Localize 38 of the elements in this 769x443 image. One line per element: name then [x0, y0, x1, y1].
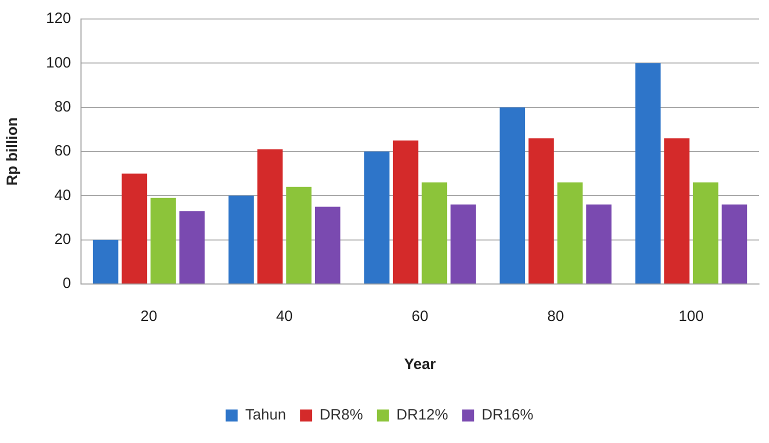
bar	[635, 63, 661, 284]
bar	[557, 182, 583, 284]
bar	[122, 174, 148, 284]
x-axis-title: Year	[404, 356, 436, 374]
bar	[392, 140, 418, 284]
y-tick-label: 60	[54, 142, 72, 160]
y-tick-label: 20	[54, 230, 72, 248]
bar	[664, 138, 690, 284]
bar	[692, 182, 718, 284]
y-tick-label: 120	[46, 10, 72, 28]
bar	[92, 240, 118, 284]
bar	[364, 152, 390, 284]
bar	[179, 211, 205, 284]
y-tick-label: 80	[54, 98, 72, 116]
legend-label: DR12%	[396, 406, 448, 424]
bar	[528, 138, 554, 284]
legend-label: DR16%	[482, 406, 534, 424]
x-tick-label: 40	[276, 308, 293, 326]
x-tick-label: 100	[678, 308, 704, 326]
bar	[314, 206, 340, 284]
x-tick-label: 60	[412, 308, 428, 326]
bar	[722, 204, 748, 284]
bar	[286, 186, 312, 284]
y-tick-label: 0	[62, 275, 72, 292]
bar	[586, 204, 612, 284]
y-tick-label: 100	[46, 54, 72, 72]
bar	[150, 198, 176, 284]
legend-label: DR8%	[320, 406, 363, 424]
bar	[257, 149, 283, 284]
y-tick-label: 40	[54, 186, 72, 204]
legend-label: Tahun	[245, 406, 286, 424]
bar	[228, 196, 254, 284]
bar	[450, 204, 476, 284]
bar	[422, 182, 448, 284]
y-axis-title: Rp billion	[4, 117, 22, 186]
x-tick-label: 80	[547, 308, 564, 326]
x-tick-label: 20	[140, 308, 158, 326]
bar	[500, 107, 526, 284]
